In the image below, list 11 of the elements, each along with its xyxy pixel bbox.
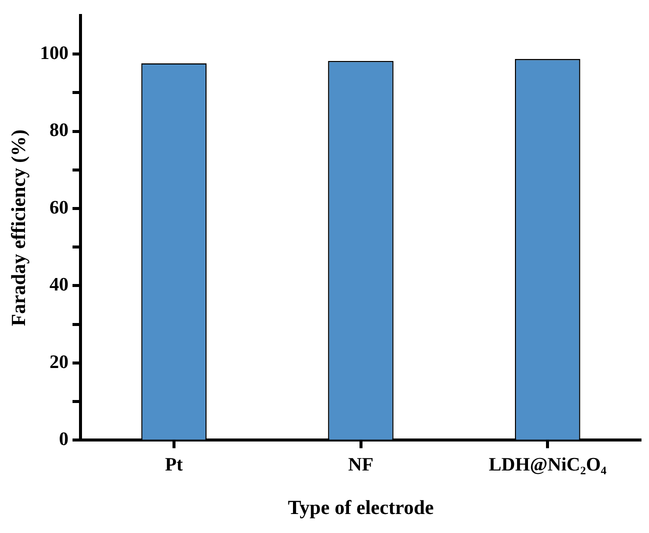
y-axis-title: Faraday efficiency (%)	[8, 129, 30, 326]
y-tick-label: 40	[50, 274, 68, 296]
y-tick-label: 80	[50, 120, 68, 142]
y-tick-label: 60	[50, 197, 68, 218]
y-tick-label: 100	[40, 42, 68, 64]
y-tick-label: 20	[50, 352, 68, 373]
x-tick-label: Pt	[164, 454, 184, 476]
x-tick-label: LDH@NiC₂O₄	[488, 454, 607, 476]
x-tick-label: NF	[348, 454, 374, 476]
y-tick-label: 0	[59, 429, 68, 450]
x-axis-title: Type of electrode	[288, 497, 434, 520]
